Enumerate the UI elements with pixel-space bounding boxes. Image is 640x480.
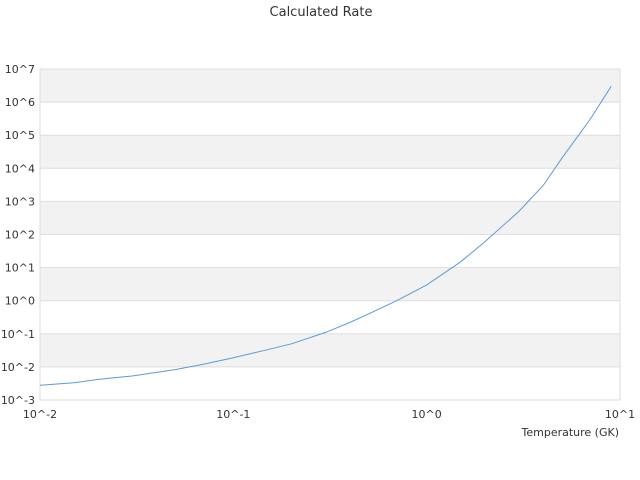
- x-axis-label: Temperature (GK): [521, 426, 620, 439]
- x-axis-ticks: 10^-2 10^-1 10^0 10^1: [23, 408, 635, 421]
- y-axis-ticks: 10^-3 10^-2 10^-1 10^0 10^1 10^2 10^3 10^4 10^5 1…: [1, 63, 35, 407]
- series-group: [39, 86, 612, 386]
- grid-band: [40, 201, 620, 235]
- grid-band: [40, 69, 620, 103]
- y-tick-label: 10^7: [5, 63, 35, 76]
- grid-band: [40, 333, 620, 367]
- y-tick-label: 10^1: [5, 262, 35, 275]
- grid-band: [40, 267, 620, 301]
- y-tick-label: 10^-1: [1, 328, 35, 341]
- grid-lines: [39, 68, 621, 401]
- x-tick-label: 10^-1: [216, 408, 250, 421]
- y-tick-label: 10^-2: [1, 361, 35, 374]
- series-line: [39, 86, 612, 386]
- y-tick-label: 10^5: [5, 129, 35, 142]
- x-tick-label: 10^0: [412, 408, 442, 421]
- y-tick-label: 10^2: [5, 229, 35, 242]
- grid-bands: [40, 69, 620, 367]
- grid-band: [40, 135, 620, 169]
- y-tick-label: 10^0: [5, 295, 35, 308]
- x-tick-label: 10^-2: [23, 408, 57, 421]
- x-tick-label: 10^1: [605, 408, 635, 421]
- y-tick-label: 10^3: [5, 195, 35, 208]
- y-tick-label: 10^4: [5, 162, 35, 175]
- y-tick-label: 10^6: [5, 96, 35, 109]
- y-tick-label: 10^-3: [1, 394, 35, 407]
- chart-title: Calculated Rate: [270, 5, 373, 20]
